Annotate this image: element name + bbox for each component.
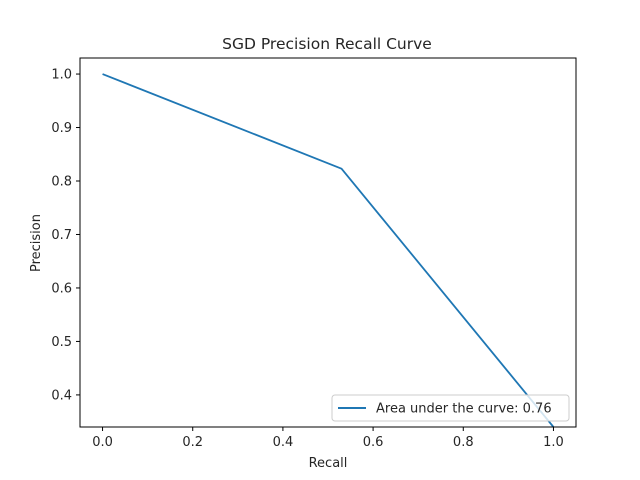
series-layer (102, 73, 555, 427)
y-tick-label: 0.7 (51, 228, 72, 243)
legend: Area under the curve: 0.76 (331, 394, 570, 422)
legend-box (331, 394, 570, 422)
x-tick-label: 0.2 (182, 435, 203, 450)
x-tick-label: 0.6 (363, 435, 384, 450)
y-tick-label: 0.6 (51, 281, 72, 296)
x-axis-label: Recall (309, 456, 348, 471)
plot-frame (79, 57, 577, 428)
legend-label: Area under the curve: 0.76 (376, 402, 552, 417)
y-axis: 0.4 0.5 0.6 0.7 0.8 0.9 1.0 (51, 68, 80, 403)
chart-title: SGD Precision Recall Curve (222, 35, 432, 53)
y-axis-label: Precision (29, 214, 44, 272)
y-tick-label: 0.8 (51, 175, 72, 190)
x-tick-label: 0.4 (273, 435, 294, 450)
x-tick-label: 0.8 (453, 435, 474, 450)
y-tick-label: 0.4 (51, 388, 72, 403)
y-tick-label: 0.5 (51, 335, 72, 350)
x-tick-label: 0.0 (92, 435, 113, 450)
y-tick-label: 0.9 (51, 121, 72, 136)
series-line (102, 73, 555, 427)
x-tick-label: 1.0 (543, 435, 564, 450)
x-axis: 0.0 0.2 0.4 0.6 0.8 1.0 (92, 427, 564, 450)
y-tick-label: 1.0 (51, 68, 72, 83)
plot-area (79, 57, 577, 428)
